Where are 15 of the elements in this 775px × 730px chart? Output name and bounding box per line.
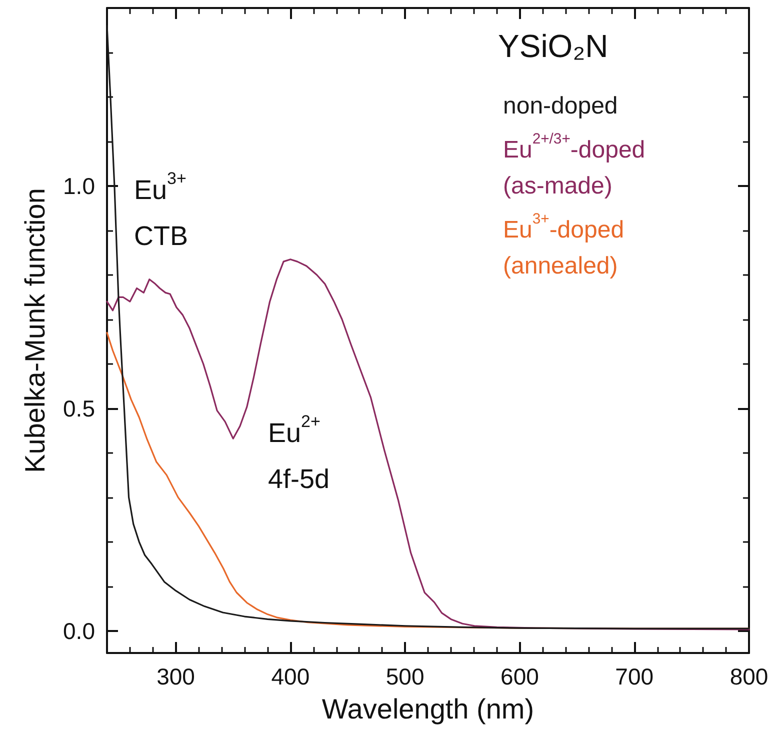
x-tick-label: 800 (730, 664, 768, 690)
text: non-doped (503, 92, 618, 120)
x-tick-label: 500 (386, 664, 424, 690)
y-tick-label: 0.5 (63, 395, 95, 422)
x-tick-label: 300 (156, 664, 195, 690)
annotation: 4f-5d (268, 464, 330, 494)
y-tick-label: 0.0 (63, 618, 95, 644)
x-tick-label: 600 (500, 664, 539, 690)
x-tick-label: 400 (271, 664, 310, 690)
legend-title: YSiO₂N (498, 28, 608, 64)
y-axis-title: Kubelka-Munk function (20, 188, 50, 473)
x-axis-title: Wavelength (nm) (322, 694, 534, 724)
annotation: CTB (134, 221, 188, 251)
y-tick-label: 1.0 (63, 172, 95, 199)
x-tick-label: 700 (615, 664, 654, 690)
